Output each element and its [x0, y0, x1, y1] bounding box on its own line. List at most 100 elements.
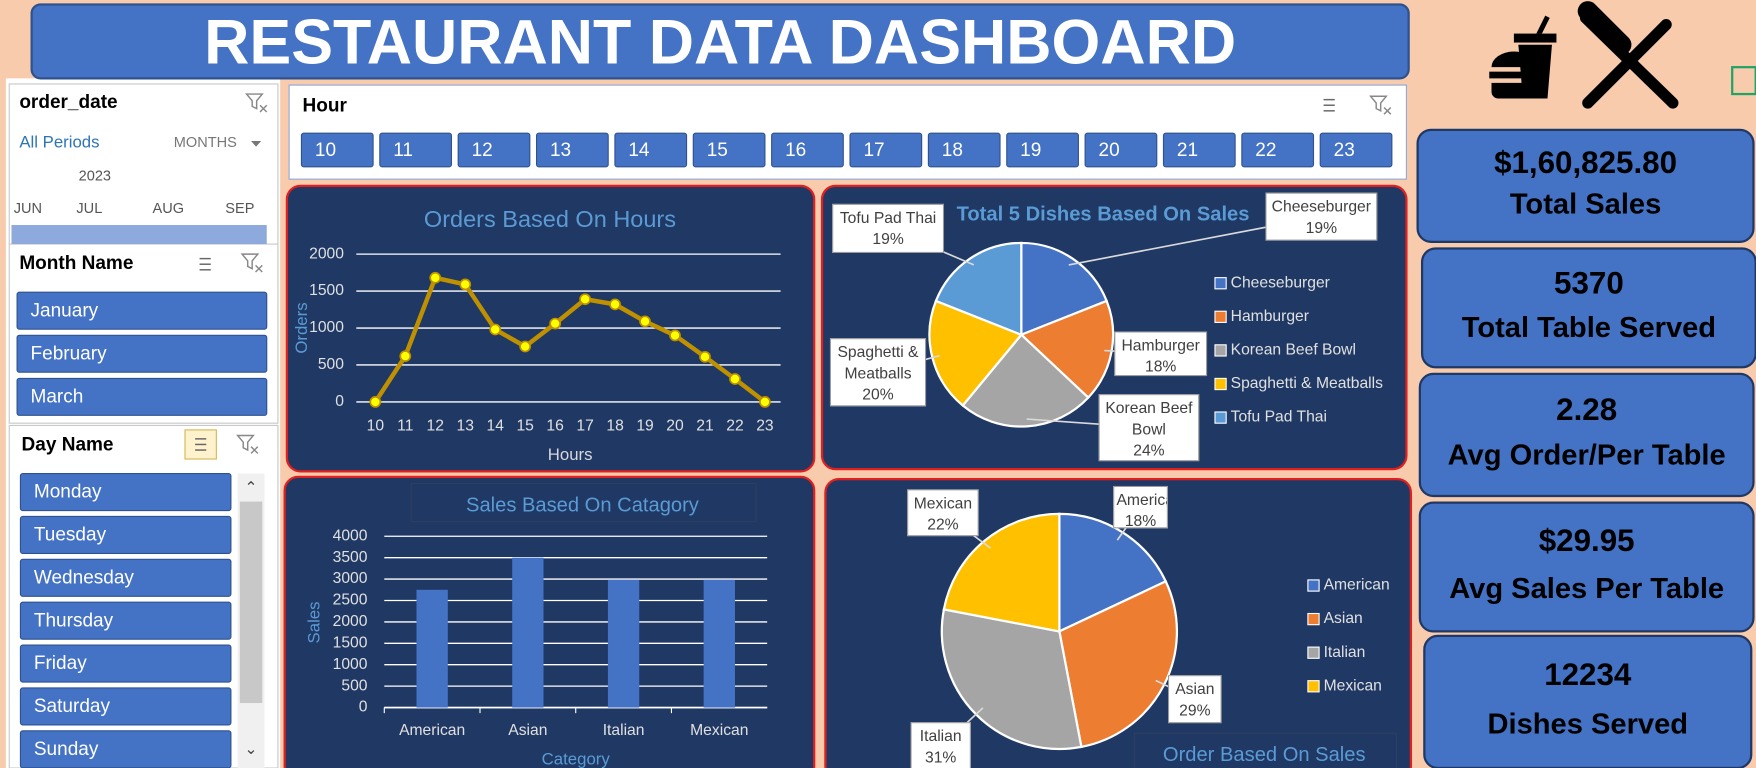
slicer-button[interactable] [19, 515, 232, 554]
x-tick-label: 10 [367, 418, 385, 435]
slicer-item: Wednesday [34, 567, 135, 588]
multi-select[interactable] [1323, 98, 1335, 112]
slicer-button[interactable] [1319, 132, 1393, 168]
month-tick: SEP [225, 201, 254, 217]
slicer-title: order_date [19, 92, 117, 113]
legend-label: Korean Beef Bowl [1231, 342, 1356, 359]
slicer-button[interactable] [927, 132, 1001, 168]
x-tick-label: 20 [666, 418, 684, 435]
slicer-button[interactable] [16, 334, 268, 373]
month-tick: JUL [76, 201, 102, 217]
bar [607, 579, 640, 708]
scroll-up[interactable]: ⌃ [244, 479, 257, 496]
timeline-bar [11, 225, 267, 245]
slicer-button[interactable] [771, 132, 844, 168]
kpi-label: Dishes Served [1488, 708, 1689, 740]
slicer-button[interactable] [16, 377, 268, 416]
slicer-button[interactable] [19, 473, 232, 512]
y-tick-label: 2000 [309, 245, 344, 262]
slicer-button[interactable] [1241, 132, 1315, 168]
legend-swatch [1307, 612, 1320, 626]
pie-slice [1020, 241, 1109, 337]
chart-title: Order Based On Sales [1163, 744, 1366, 766]
year-label: 2023 [79, 169, 111, 185]
slicer-button[interactable] [19, 644, 232, 683]
slicer-item: Friday [34, 653, 87, 674]
slicer-button[interactable] [19, 687, 232, 726]
data-label: Korean Beef Bowl 24% [1098, 394, 1200, 462]
slicer-button[interactable] [692, 132, 766, 168]
legend-label: Italian [1324, 644, 1366, 661]
y-tick-label: 3000 [333, 570, 368, 587]
marker [579, 293, 591, 306]
slicer-button[interactable] [19, 601, 232, 640]
kpi-label: Avg Sales Per Table [1449, 573, 1724, 605]
data-label-text: 22% [927, 514, 959, 533]
clear-filter[interactable] [236, 434, 259, 454]
legend-label: Mexican [1324, 677, 1382, 694]
slicer-button[interactable] [19, 558, 232, 597]
month-tick: AUG [153, 201, 185, 217]
legend-label: Tofu Pad Thai [1231, 409, 1327, 426]
scroll-thumb[interactable] [239, 501, 263, 704]
y-tick-label: 1000 [309, 319, 344, 336]
unit-label: MONTHS [174, 135, 237, 151]
title-box [1133, 732, 1397, 768]
data-label-box: Tofu Pad Thai 19% [832, 203, 945, 254]
slicer-item: 13 [550, 140, 571, 161]
clear-filter[interactable] [1369, 95, 1392, 115]
scroll-down[interactable]: ⌄ [244, 741, 257, 758]
data-label: Italian 31% [910, 722, 971, 768]
dashboard-title: RESTAURANT DATA DASHBOARD [204, 8, 1236, 78]
y-tick-label: 2500 [333, 592, 368, 609]
clear-filter-shape [1369, 95, 1392, 115]
slicer-button[interactable] [614, 132, 688, 168]
slicer-button[interactable] [1162, 132, 1236, 168]
slicer-item: 22 [1255, 140, 1276, 161]
data-label-box: Cheeseburger 19% [1265, 192, 1378, 241]
slicer-button[interactable] [379, 132, 453, 168]
data-label: Hamburger 18% [1114, 331, 1208, 377]
clear-filter[interactable] [245, 93, 268, 113]
slicer-button[interactable] [1084, 132, 1158, 168]
slicer-button[interactable] [535, 132, 609, 168]
slicer-button[interactable] [300, 132, 374, 168]
x-tick-label: 14 [486, 418, 504, 435]
data-label: Asian 29% [1167, 675, 1222, 724]
cutlery-icon [1577, 1, 1679, 109]
marker [429, 271, 442, 284]
x-tick-label: 16 [546, 418, 564, 435]
slicer-button[interactable] [457, 132, 531, 168]
data-label-box: Hamburger 18% [1114, 331, 1208, 377]
data-label: Spaghetti & Meatballs 20% [829, 338, 927, 407]
period-label: All Periods [19, 133, 99, 152]
kpi-value: 2.28 [1556, 392, 1617, 427]
clear-filter-shape [240, 253, 263, 273]
marker [639, 315, 651, 328]
title-bar [30, 3, 1410, 80]
multi-select[interactable] [195, 438, 207, 451]
slicer-item: 20 [1099, 140, 1120, 161]
pie-slice [942, 512, 1061, 633]
chart-title: Total 5 Dishes Based On Sales [957, 203, 1250, 225]
data-label-text: 18% [1124, 511, 1157, 529]
slicer-button[interactable] [16, 291, 268, 330]
x-axis-label: Hours [548, 445, 593, 464]
x-axis-label: Category [542, 750, 611, 768]
clear-filter[interactable] [240, 253, 263, 273]
slicer-button[interactable] [1006, 132, 1079, 168]
chart-title: Orders Based On Hours [424, 206, 676, 232]
y-axis-label: Sales [304, 601, 323, 643]
pie-slice [934, 241, 1023, 337]
slicer-item: Tuesday [34, 525, 107, 546]
legend-label: Cheeseburger [1231, 274, 1330, 291]
slicer-button[interactable] [849, 132, 923, 168]
multi-select[interactable] [199, 257, 211, 271]
data-label-text: American [1116, 490, 1166, 509]
y-tick-label: 0 [359, 699, 368, 716]
clear-filter-shape [245, 93, 268, 113]
data-label: Cheeseburger 19% [1265, 192, 1378, 241]
dropdown [251, 141, 262, 147]
marker [549, 317, 562, 330]
